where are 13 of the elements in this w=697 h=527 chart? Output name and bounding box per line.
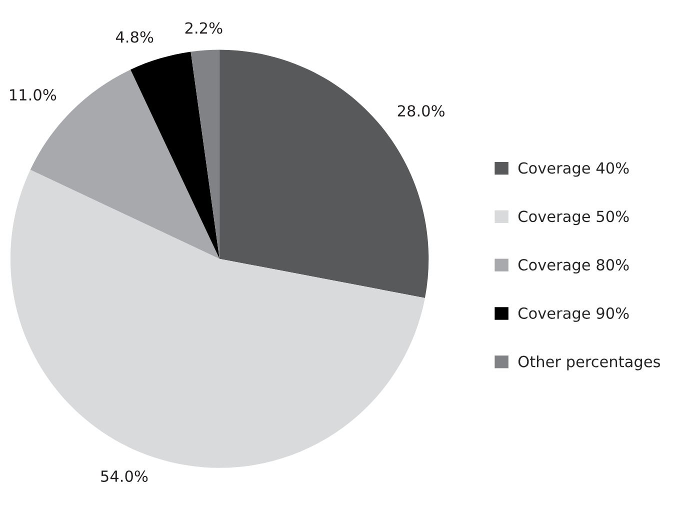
pie-slice	[10, 170, 425, 468]
legend-label: Coverage 40%	[518, 162, 629, 177]
data-label: 28.0%	[398, 105, 444, 117]
data-label: 11.0%	[10, 89, 56, 101]
data-label: 2.2%	[185, 22, 222, 34]
data-label: 54.0%	[101, 470, 148, 482]
legend-label: Other percentages	[518, 356, 660, 370]
pie-slice	[190, 50, 220, 259]
pie-slice	[130, 52, 220, 259]
legend-label: Coverage 80%	[518, 259, 629, 274]
data-label: 4.8%	[116, 31, 154, 43]
legend-label: Coverage 90%	[518, 307, 629, 322]
legend-label: Coverage 50%	[518, 210, 629, 226]
